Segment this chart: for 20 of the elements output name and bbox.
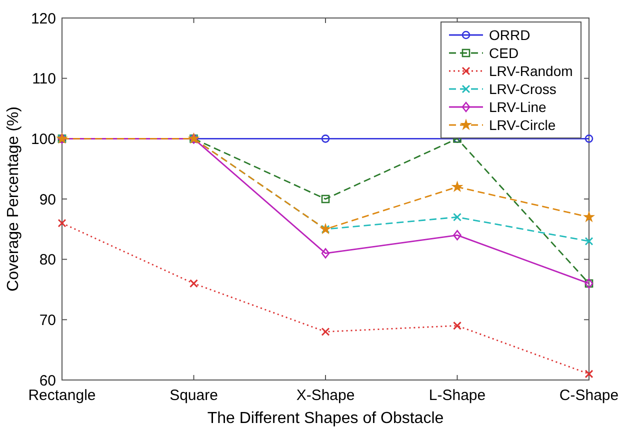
legend-label: LRV-Cross xyxy=(489,80,556,97)
y-tick-label: 100 xyxy=(30,130,56,148)
x-tick-label: X-Shape xyxy=(296,387,355,404)
legend-label: LRV-Random xyxy=(489,62,573,79)
x-axis-title: The Different Shapes of Obstacle xyxy=(207,410,444,427)
x-tick-label: L-Shape xyxy=(428,387,486,404)
y-axis-title: Coverage Percentage (%) xyxy=(5,106,22,292)
x-tick-label: Rectangle xyxy=(28,387,96,404)
legend-label: ORRD xyxy=(489,26,530,43)
y-tick-label: 80 xyxy=(39,252,56,269)
legend-label: CED xyxy=(489,44,519,61)
legend-label: LRV-Circle xyxy=(489,116,556,133)
y-tick-label: 110 xyxy=(32,70,56,88)
x-tick-label: C-Shape xyxy=(559,387,619,404)
x-tick-label: Square xyxy=(170,387,218,404)
y-tick-label: 70 xyxy=(39,312,56,329)
y-tick-label: 90 xyxy=(39,191,56,208)
y-tick-label: 120 xyxy=(30,10,56,28)
y-tick-label: 60 xyxy=(39,372,56,390)
legend-label: LRV-Line xyxy=(489,98,547,115)
